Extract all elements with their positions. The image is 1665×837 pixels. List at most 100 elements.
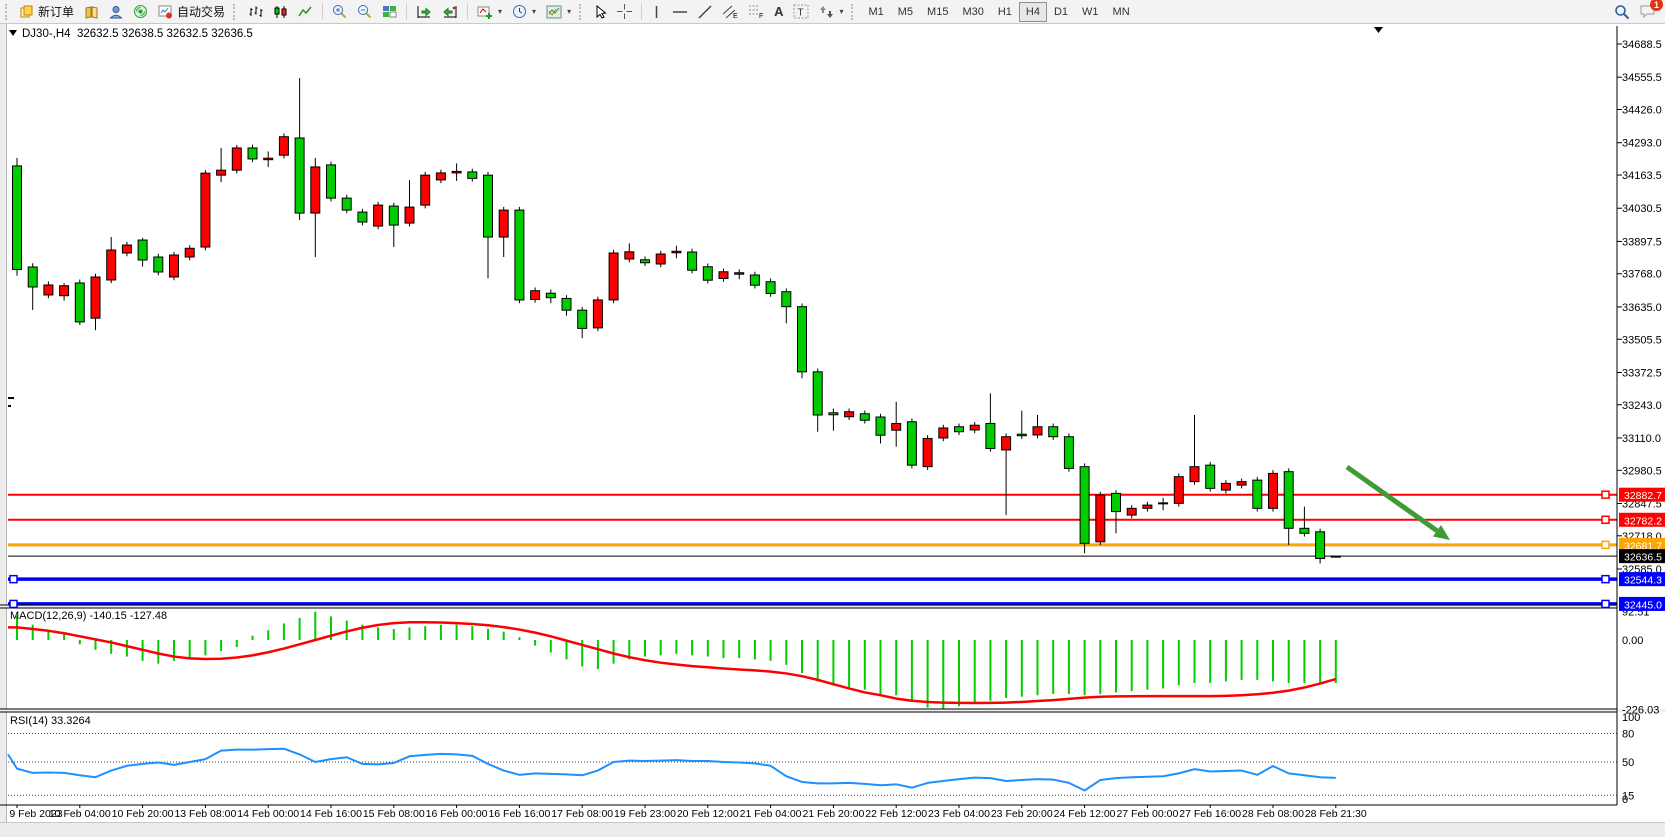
line-chart-icon (298, 6, 312, 16)
tf-button-m1[interactable]: M1 (868, 5, 884, 18)
auto-trading-button[interactable]: 自动交易 (153, 1, 230, 23)
svg-text:50: 50 (1622, 757, 1634, 769)
signals-button[interactable] (128, 1, 153, 23)
tf-button-m30[interactable]: M30 (962, 5, 984, 18)
search-button[interactable] (1614, 3, 1630, 21)
svg-text:27 Feb 00:00: 27 Feb 00:00 (1116, 808, 1178, 820)
svg-text:32782.2: 32782.2 (1624, 515, 1662, 527)
tf-button-w1[interactable]: W1 (1082, 5, 1099, 18)
tf-button-h1[interactable]: H1 (997, 5, 1012, 18)
toolbar-grip[interactable] (233, 3, 238, 20)
tf-button-m5[interactable]: M5 (897, 5, 914, 18)
horizontal-line-icon (673, 10, 688, 13)
clock-icon (513, 5, 527, 18)
periods-button[interactable]: ▾ (507, 1, 541, 23)
svg-text:21 Feb 20:00: 21 Feb 20:00 (802, 808, 864, 820)
svg-text:34555.5: 34555.5 (1622, 72, 1662, 84)
tf-button-m15[interactable]: M15 (927, 5, 949, 18)
time-axis[interactable] (0, 806, 1617, 822)
crosshair-icon (617, 4, 633, 19)
svg-text:33768.0: 33768.0 (1622, 269, 1662, 281)
chart-shift-button[interactable] (437, 1, 463, 23)
auto-scroll-icon (417, 5, 431, 18)
svg-text:-226.03: -226.03 (1622, 704, 1659, 716)
svg-text:10 Feb 04:00: 10 Feb 04:00 (49, 808, 111, 820)
price-axis[interactable] (1617, 24, 1665, 806)
accounts-button[interactable] (104, 1, 128, 23)
bar-chart-button[interactable] (243, 1, 268, 23)
candlestick-chart-button[interactable] (268, 1, 293, 23)
horizontal-line-tool[interactable] (667, 1, 693, 23)
notifications-button[interactable]: 1 (1640, 0, 1663, 21)
market-watch-button[interactable] (79, 1, 104, 23)
chart-shift-icon (443, 5, 457, 18)
book-icon (85, 5, 98, 19)
toolbar-grip[interactable] (5, 3, 10, 20)
zoom-in-button[interactable] (327, 1, 352, 23)
svg-text:21 Feb 04:00: 21 Feb 04:00 (740, 808, 802, 820)
svg-text:16 Feb 00:00: 16 Feb 00:00 (426, 808, 488, 820)
crosshair-button[interactable] (612, 1, 637, 23)
svg-text:34293.0: 34293.0 (1622, 138, 1662, 150)
tile-windows-button[interactable] (377, 1, 402, 23)
channel-icon: E (722, 5, 738, 19)
label-tool[interactable]: T (788, 1, 814, 23)
svg-text:17 Feb 08:00: 17 Feb 08:00 (551, 808, 613, 820)
svg-text:0.00: 0.00 (1622, 635, 1643, 647)
cursor-icon (596, 4, 607, 19)
tf-button-d1[interactable]: D1 (1053, 5, 1069, 18)
svg-text:32882.7: 32882.7 (1624, 490, 1662, 502)
svg-text:10 Feb 20:00: 10 Feb 20:00 (112, 808, 174, 820)
bar-chart-icon (249, 6, 263, 17)
arrows-icon (820, 5, 834, 18)
chevron-down-icon: ▾ (567, 7, 572, 16)
fibonacci-tool[interactable]: F (743, 1, 769, 23)
svg-text:33897.5: 33897.5 (1622, 236, 1662, 248)
vertical-line-icon (655, 5, 658, 18)
cursor-button[interactable] (589, 1, 612, 23)
svg-text:28 Feb 21:30: 28 Feb 21:30 (1305, 808, 1367, 820)
zoom-out-button[interactable] (352, 1, 377, 23)
svg-text:15 Feb 08:00: 15 Feb 08:00 (363, 808, 425, 820)
svg-text:33372.5: 33372.5 (1622, 367, 1662, 379)
svg-text:E: E (733, 13, 738, 19)
svg-text:19 Feb 23:00: 19 Feb 23:00 (614, 808, 676, 820)
channel-tool[interactable]: E (717, 1, 743, 23)
new-order-label: 新订单 (38, 5, 75, 19)
chart-window: 34688.5 34555.5 34426.0 34293.0 34163.5 34030… (0, 24, 1665, 837)
svg-text:34030.5: 34030.5 (1622, 203, 1662, 215)
chart-title: DJ30-,H4 32632.5 32638.5 32632.5 32636.5 (22, 28, 253, 40)
svg-text:F: F (759, 13, 763, 19)
auto-trading-label: 自动交易 (177, 5, 226, 19)
template-icon (546, 5, 562, 18)
rsi-indicator-label: RSI(14) 33.3264 (10, 715, 91, 727)
zoom-in-icon (333, 5, 347, 19)
candlestick-icon (274, 5, 287, 18)
add-indicator-button[interactable]: ▾ (472, 1, 507, 23)
fibonacci-icon: F (749, 5, 763, 19)
text-tool[interactable]: A (774, 4, 784, 19)
arrows-tool[interactable]: ▾ (814, 1, 848, 23)
toolbar-grip[interactable] (851, 3, 856, 20)
svg-text:80: 80 (1622, 729, 1634, 741)
templates-button[interactable]: ▾ (541, 1, 576, 23)
svg-text:34426.0: 34426.0 (1622, 105, 1662, 117)
chart-canvas[interactable]: 34688.5 34555.5 34426.0 34293.0 34163.5 34030… (0, 24, 1665, 837)
search-icon (1615, 4, 1630, 19)
svg-text:33635.0: 33635.0 (1622, 302, 1662, 314)
toolbar-grip[interactable] (579, 3, 584, 20)
auto-trading-icon (158, 5, 173, 18)
trendline-icon (698, 4, 712, 19)
svg-text:13 Feb 08:00: 13 Feb 08:00 (174, 808, 236, 820)
one-click-dropdown-icon[interactable] (9, 30, 17, 36)
svg-text:15: 15 (1622, 790, 1634, 802)
tf-button-mn[interactable]: MN (1112, 5, 1130, 18)
new-order-button[interactable]: 新订单 (15, 1, 79, 23)
tile-windows-icon (383, 5, 397, 17)
vertical-line-tool[interactable] (646, 1, 667, 23)
auto-scroll-button[interactable] (411, 1, 437, 23)
svg-text:14 Feb 00:00: 14 Feb 00:00 (237, 808, 299, 820)
trendline-tool[interactable] (693, 1, 717, 23)
tf-button-h4[interactable]: H4 (1018, 1, 1047, 22)
line-chart-button[interactable] (293, 1, 318, 23)
